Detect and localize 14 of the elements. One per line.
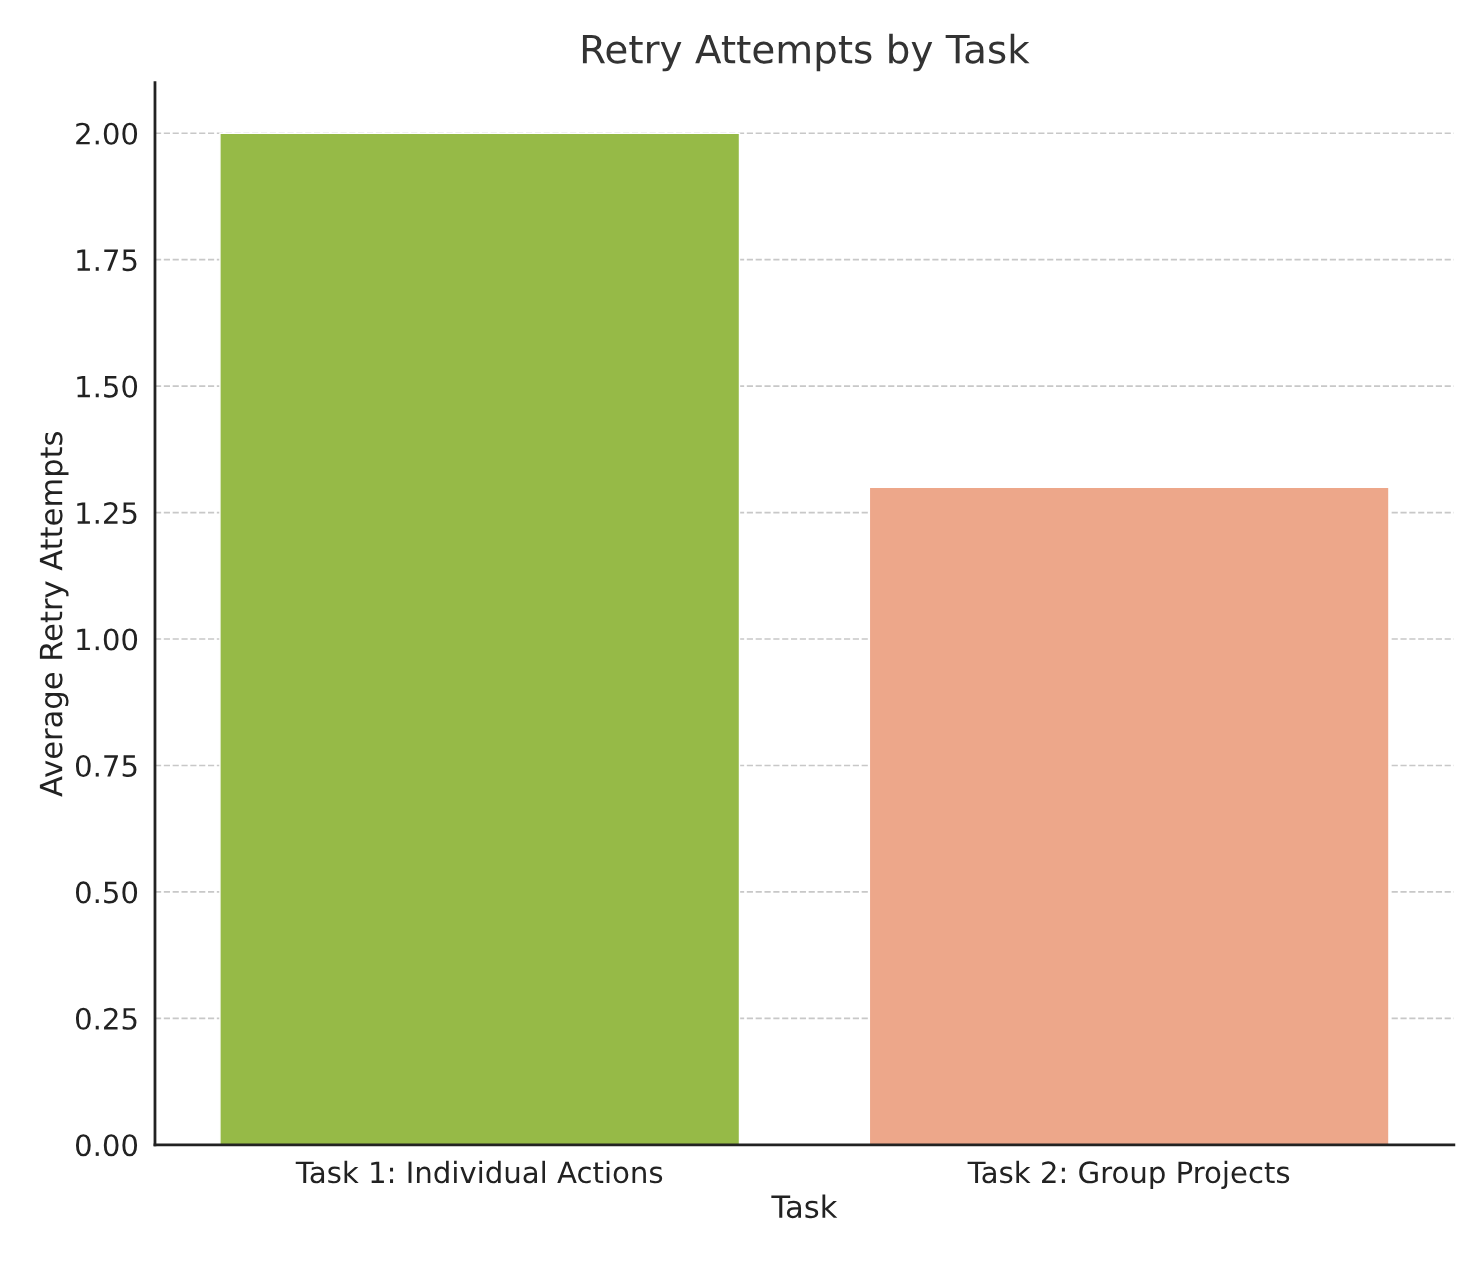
y-tick-label: 2.00 [76,122,138,145]
y-tick-label: 1.00 [77,628,138,651]
y-tick-label: 1.25 [77,502,137,525]
x-tick-label: Task 1: Individual Actions [295,1160,663,1184]
y-axis-title: Average Retry Attempts [39,432,69,797]
y-tick-label: 0.50 [75,881,138,904]
y-tick-label: 1.50 [77,375,138,398]
y-tick-label: 1.75 [77,249,137,272]
y-tick-label: 0.00 [75,1134,138,1157]
y-tick-label: 0.25 [75,1007,137,1030]
x-tick-label: Task 2: Group Projects [967,1160,1290,1189]
x-axis-title: Task [771,1194,838,1219]
chart-title: Retry Attempts by Task [582,33,1030,72]
y-tick-label: 0.75 [75,754,137,777]
